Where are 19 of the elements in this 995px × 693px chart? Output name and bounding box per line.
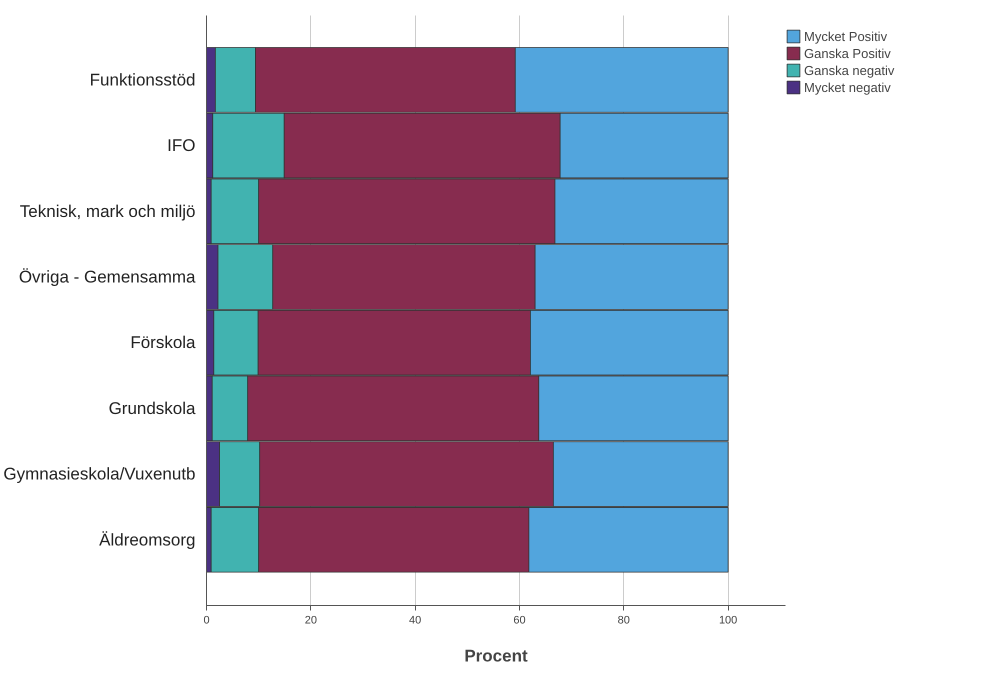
x-axis-title: Procent (464, 646, 528, 666)
y-tick-label: IFO (167, 136, 196, 156)
x-tick-label: 20 (304, 614, 317, 626)
x-tick-label: 100 (718, 614, 738, 626)
x-tick-label: 0 (203, 614, 210, 626)
y-tick-label: Grundskola (108, 398, 196, 418)
y-tick-label: Funktionsstöd (90, 70, 196, 90)
legend-label: Mycket negativ (804, 79, 891, 95)
x-tick-label: 80 (618, 614, 630, 626)
y-tick-label: Övriga - Gemensamma (18, 267, 196, 286)
legend-label: Mycket Positiv (804, 28, 888, 44)
y-tick-label: Gymnasieskola/Vuxenutb (3, 464, 196, 484)
y-tick-label: Förskola (130, 333, 196, 352)
legend-label: Ganska Positiv (804, 45, 891, 61)
y-tick-label: Teknisk, mark och miljö (20, 202, 196, 221)
y-tick-label: Äldreomsorg (99, 530, 196, 550)
x-tick-label: 60 (513, 614, 526, 626)
x-tick-label: 40 (409, 614, 422, 626)
legend-label: Ganska negativ (804, 62, 894, 78)
